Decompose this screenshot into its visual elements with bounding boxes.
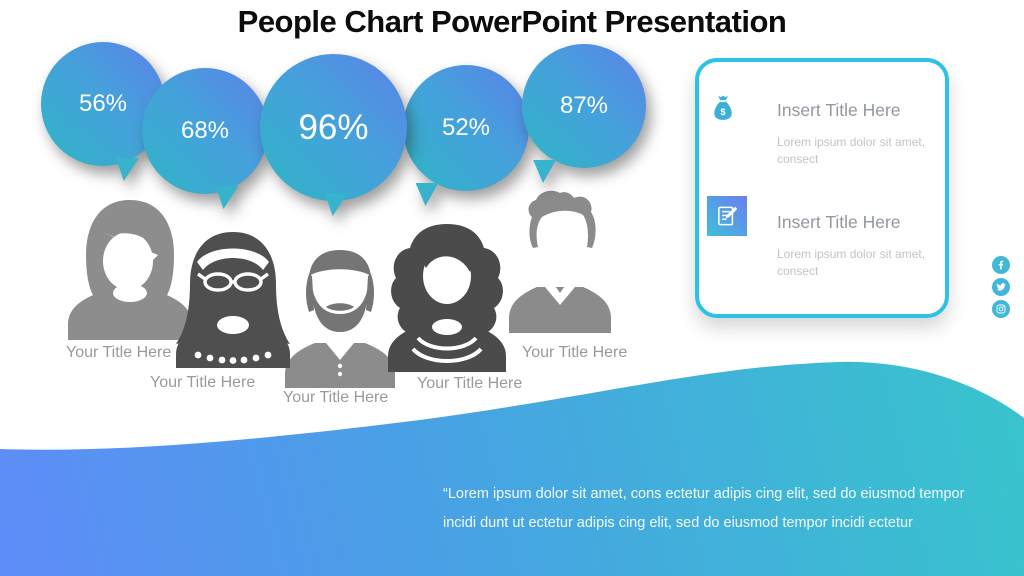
edit-note-icon — [707, 196, 747, 236]
person-title-1[interactable]: Your Title Here — [66, 344, 172, 361]
card-item-desc-2[interactable]: Lorem ipsum dolor sit amet, consect — [777, 247, 926, 278]
percent-bubble-5[interactable]: 87% — [522, 44, 646, 183]
svg-text:$: $ — [720, 107, 725, 117]
person-title-5[interactable]: Your Title Here — [522, 344, 628, 361]
percent-value: 87% — [559, 92, 609, 119]
woman-bob-avatar — [68, 200, 192, 340]
percent-value: 68% — [180, 117, 230, 144]
woman-glasses-avatar — [176, 232, 290, 368]
percent-value: 96% — [298, 107, 369, 147]
man-quiff-avatar — [509, 190, 611, 333]
percent-value: 56% — [78, 90, 128, 117]
bubble-circle: 87% — [522, 44, 646, 168]
bubble-circle: 68% — [142, 68, 268, 194]
percent-bubble-3[interactable]: 96% — [260, 54, 407, 216]
facebook-icon[interactable] — [992, 256, 1010, 274]
card-item-desc-1[interactable]: Lorem ipsum dolor sit amet, consect — [777, 135, 926, 166]
footer-quote-line-2: incidi dunt ut ectetur adipis cing elit,… — [443, 515, 913, 531]
percent-bubble-2[interactable]: 68% — [142, 68, 268, 209]
info-card: $ Insert Title Here Lorem ipsum dolor si… — [695, 58, 949, 318]
money-bag-icon: $ — [714, 95, 732, 120]
footer-quote-line-1: “Lorem ipsum dolor sit amet, cons ectetu… — [443, 486, 965, 502]
slide-title: People Chart PowerPoint Presentation — [237, 4, 787, 39]
percent-bubble-4[interactable]: 52% — [403, 65, 529, 206]
person-title-3[interactable]: Your Title Here — [283, 389, 389, 406]
man-beard-avatar — [285, 250, 395, 388]
percent-value: 52% — [441, 114, 491, 141]
instagram-icon[interactable] — [992, 300, 1010, 318]
footer-quote: “Lorem ipsum dolor sit amet, cons ectetu… — [443, 480, 983, 538]
bubble-circle: 96% — [260, 54, 407, 201]
woman-curly-avatar — [388, 224, 506, 372]
bubble-circle: 52% — [403, 65, 529, 191]
card-item-title-1[interactable]: Insert Title Here — [777, 100, 901, 120]
social-icons — [992, 256, 1010, 318]
twitter-icon[interactable] — [992, 278, 1010, 296]
card-item-title-2[interactable]: Insert Title Here — [777, 212, 901, 232]
person-title-2[interactable]: Your Title Here — [150, 374, 256, 391]
person-title-4[interactable]: Your Title Here — [417, 375, 523, 392]
